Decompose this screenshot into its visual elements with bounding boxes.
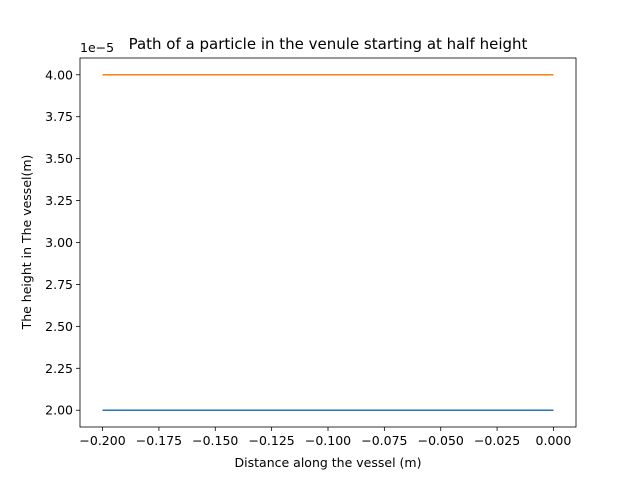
y-tick-label: 3.25 [45, 193, 73, 208]
y-tick-label: 2.75 [45, 277, 73, 292]
series-layer [102, 74, 554, 411]
y-tick-label: 3.00 [45, 235, 73, 250]
plot-area [80, 58, 576, 427]
x-tick-label: −0.200 [79, 433, 125, 448]
x-tick-label: −0.125 [249, 433, 295, 448]
x-axis-label: Distance along the vessel (m) [235, 455, 422, 470]
y-tick-label: 2.00 [45, 403, 73, 418]
x-tick-label: −0.100 [305, 433, 351, 448]
y-axis-ticks: 2.00 2.25 2.50 2.75 3.00 3.25 3.50 3.75 4.00 [45, 67, 80, 418]
x-tick-label: −0.150 [192, 433, 238, 448]
plot-frame [79, 57, 577, 428]
x-tick-label: −0.050 [418, 433, 464, 448]
y-tick-label: 3.75 [45, 109, 73, 124]
y-tick-label: 2.25 [45, 361, 73, 376]
y-axis-label: The height in The vessel(m) [19, 155, 34, 331]
x-tick-label: 0.000 [536, 433, 572, 448]
x-tick-label: −0.025 [474, 433, 520, 448]
y-tick-label: 4.00 [45, 67, 73, 82]
x-axis-ticks: −0.200 −0.175 −0.150 −0.125 −0.100 −0.075 −0.0… [79, 427, 571, 448]
y-tick-label: 3.50 [45, 151, 73, 166]
x-tick-label: −0.175 [136, 433, 182, 448]
chart-title: Path of a particle in the venule startin… [129, 35, 528, 53]
y-offset-text: 1e−5 [80, 40, 114, 55]
y-tick-label: 2.50 [45, 319, 73, 334]
x-tick-label: −0.075 [361, 433, 407, 448]
